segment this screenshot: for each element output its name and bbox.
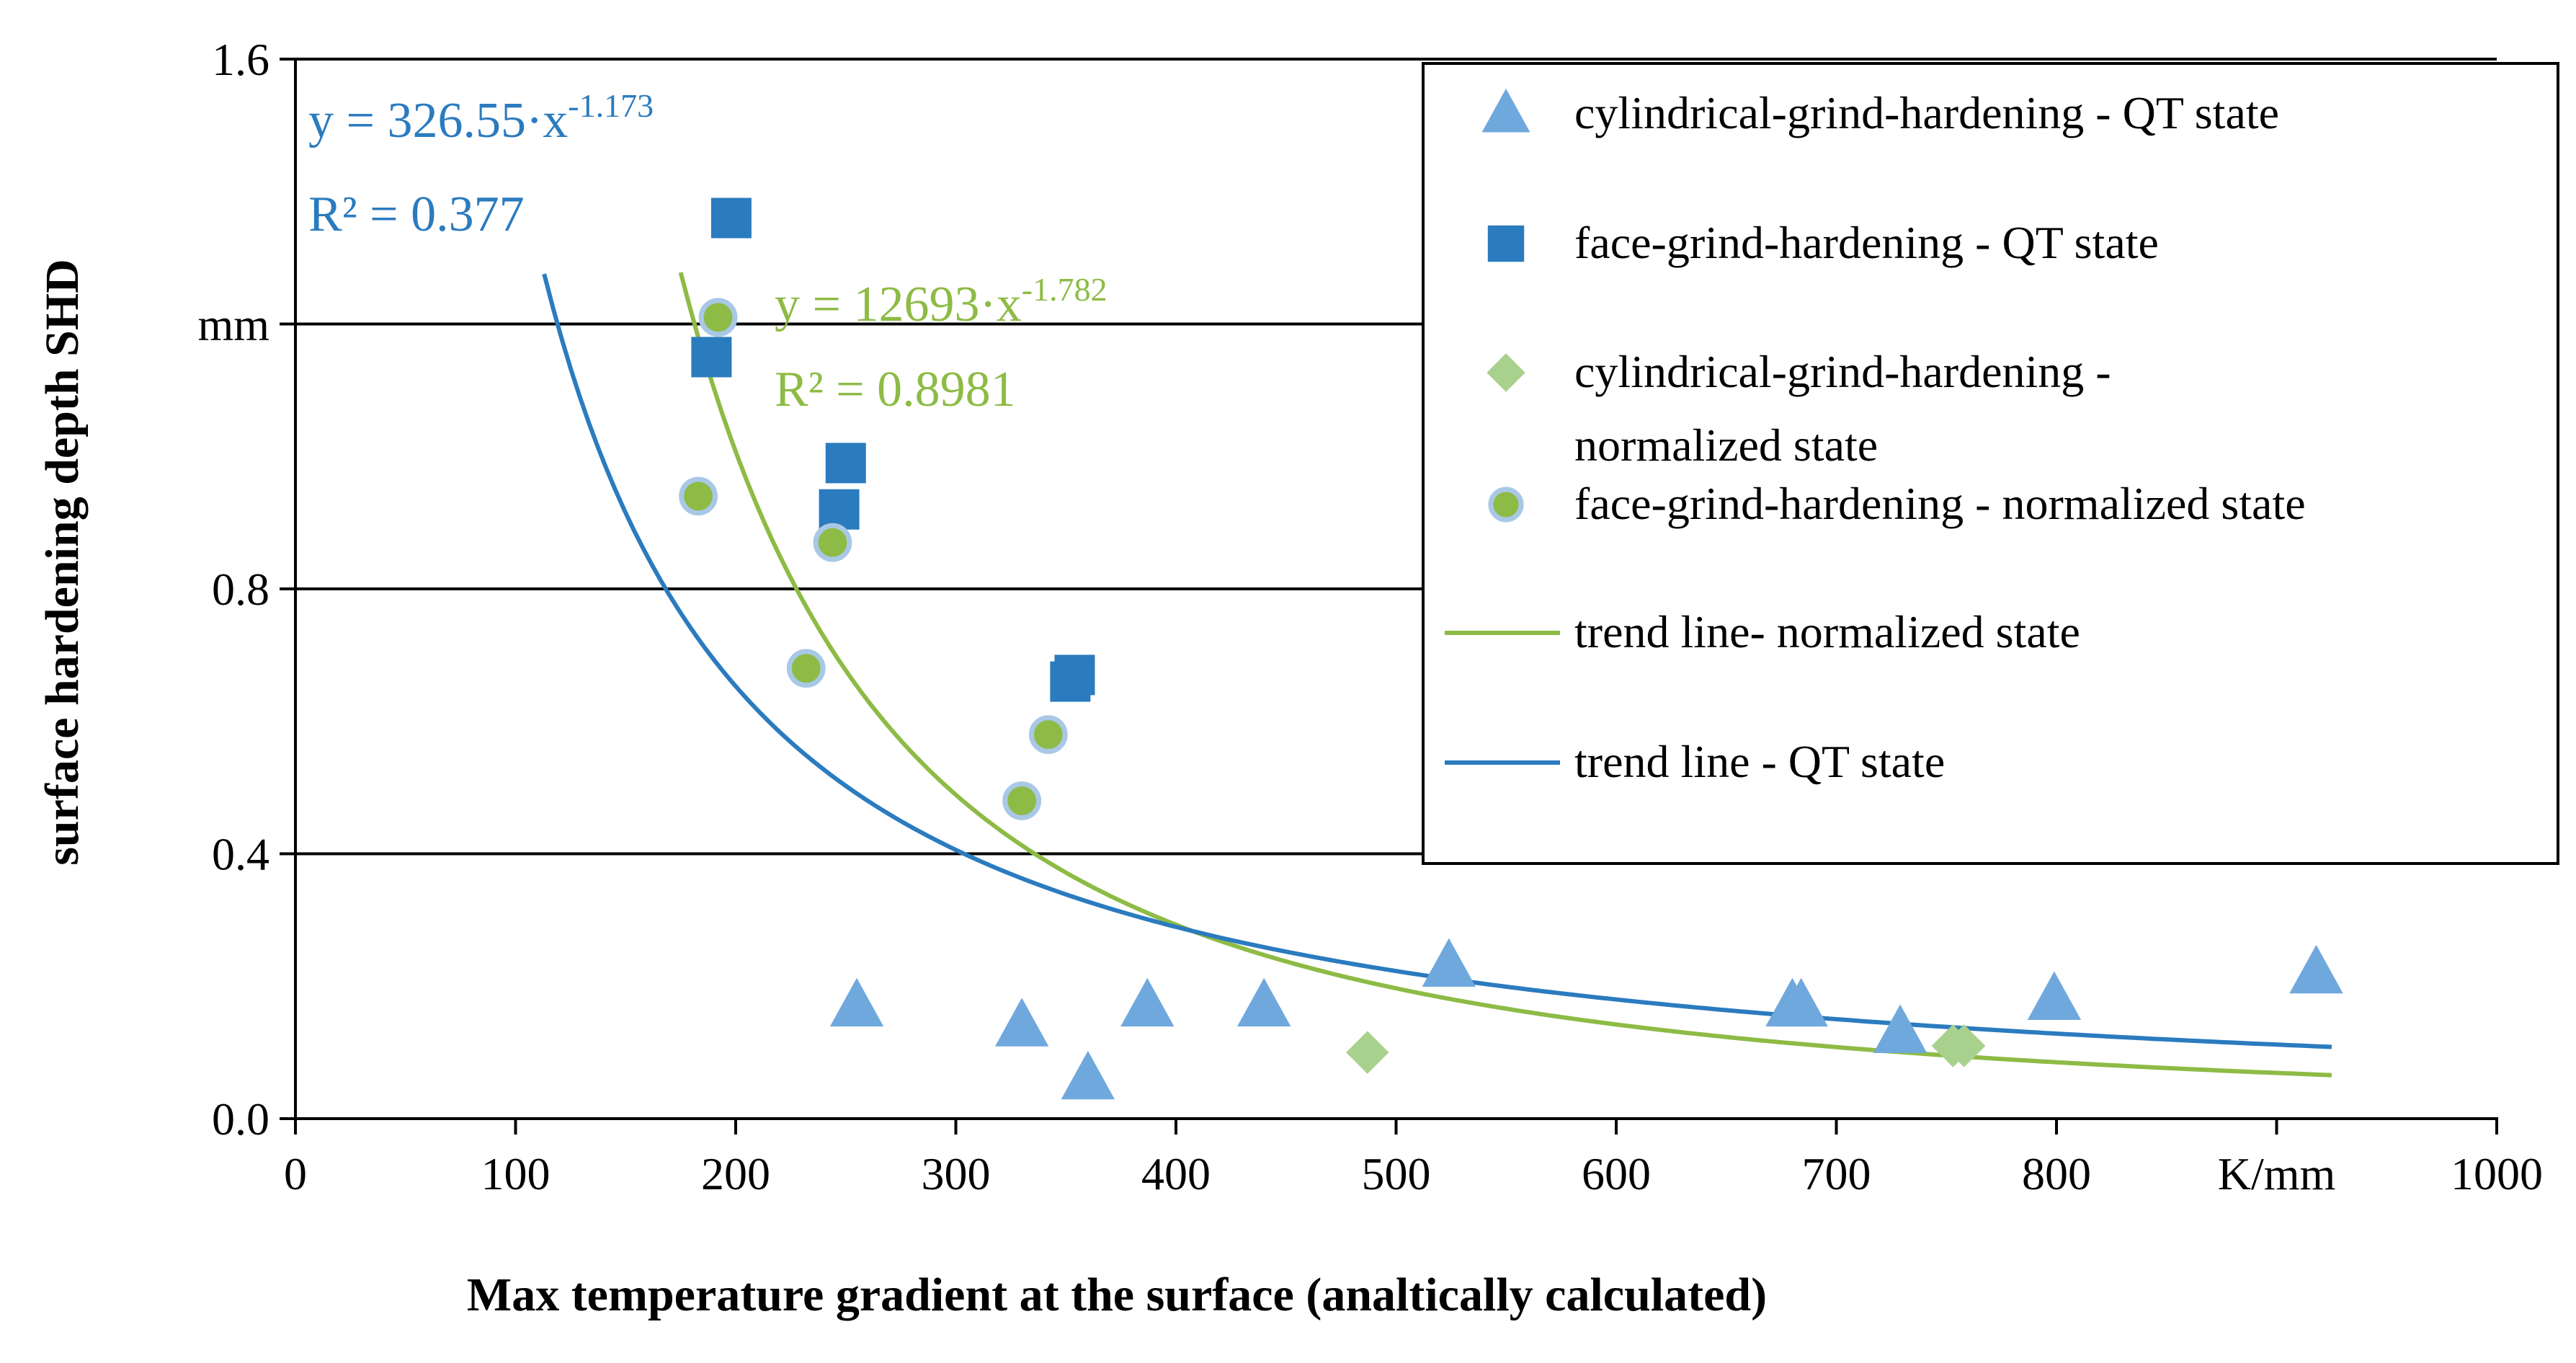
point-s2-2 — [1942, 1024, 1986, 1067]
legend-entry-cyl-normalized: cylindrical-grind-hardening - normalized … — [1574, 346, 2111, 471]
point-s0-9 — [2027, 971, 2082, 1020]
point-s0-10 — [2289, 944, 2343, 994]
x-tick-label-5: 500 — [1362, 1148, 1431, 1199]
point-s0-1 — [994, 998, 1049, 1047]
point-s3-4 — [1028, 715, 1068, 755]
point-s0-4 — [1237, 977, 1291, 1027]
x-tick-label-9: K/mm — [2218, 1148, 2336, 1199]
point-s2-0 — [1346, 1031, 1389, 1074]
point-s3-2 — [813, 523, 852, 562]
legend-entry-face-normalized: face-grind-hardening - normalized state — [1574, 478, 2306, 529]
point-s1-5 — [1054, 654, 1095, 696]
point-s0-5 — [1422, 938, 1476, 987]
legend-entry-face-qt: face-grind-hardening - QT state — [1574, 217, 2159, 268]
point-s0-8 — [1873, 1004, 1927, 1053]
y-tick-label-3: mm — [197, 299, 269, 350]
tick-labels: 0.0 0.4 0.8 mm 1.6 0 100 200 300 400 500 600 700 800 K… — [197, 34, 2543, 1199]
legend-entry-cyl-normalized-line-0: cylindrical-grind-hardening - — [1574, 346, 2111, 397]
y-tick-label-0: 0.0 — [212, 1093, 269, 1145]
r2-normalized: R² = 0.8981 — [775, 362, 1016, 417]
point-s1-3 — [819, 489, 860, 530]
legend-symbol-3 — [1488, 487, 1524, 523]
x-axis-title: Max temperature gradient at the surface … — [467, 1269, 1767, 1321]
legend-box — [1422, 62, 2559, 865]
point-s3-5 — [1002, 781, 1042, 820]
legend-entry-cyl-normalized-line-1: normalized state — [1574, 419, 1878, 471]
x-tick-label-0: 0 — [284, 1148, 307, 1199]
equation-normalized-text: y = 12693·x — [775, 277, 1022, 332]
x-tick-label-3: 300 — [922, 1148, 991, 1199]
point-s0-2 — [1061, 1050, 1115, 1100]
equation-qt-exponent: -1.173 — [568, 87, 654, 124]
svg-text:y = 326.55·x-1.173: y = 326.55·x-1.173 — [308, 87, 654, 148]
legend-symbol-0 — [1481, 88, 1530, 133]
legend: cylindrical-grind-hardening - QT state f… — [1422, 62, 2559, 865]
equation-normalized: y = 12693·x-1.782 R² = 0.8981 — [775, 271, 1107, 417]
y-tick-label-4: 1.6 — [212, 34, 269, 85]
legend-symbol-2 — [1487, 353, 1525, 392]
point-s1-0 — [710, 197, 752, 239]
point-s3-3 — [786, 649, 826, 688]
equation-qt-text: y = 326.55·x — [308, 93, 568, 148]
legend-entry-cyl-qt: cylindrical-grind-hardening - QT state — [1574, 87, 2279, 138]
x-tick-label-8: 800 — [2022, 1148, 2091, 1199]
point-s1-2 — [825, 443, 866, 484]
point-s0-0 — [829, 977, 884, 1027]
legend-symbols — [1445, 88, 1560, 765]
y-tick-label-2: 0.8 — [212, 564, 269, 615]
x-tick-label-1: 100 — [481, 1148, 551, 1199]
data-markers — [679, 197, 2343, 1100]
legend-symbol-1 — [1487, 225, 1525, 262]
point-s0-3 — [1120, 977, 1175, 1027]
x-tick-label-2: 200 — [701, 1148, 770, 1199]
equation-qt: y = 326.55·x-1.173 R² = 0.377 — [308, 87, 654, 242]
x-tick-label-7: 700 — [1802, 1148, 1871, 1199]
legend-entry-trend-qt: trend line - QT state — [1574, 736, 1945, 787]
x-tick-label-4: 400 — [1141, 1148, 1211, 1199]
y-tick-label-1: 0.4 — [212, 829, 269, 880]
x-tick-label-10: 1000 — [2451, 1148, 2543, 1199]
point-s1-1 — [691, 337, 732, 378]
y-axis-title: surface hardening depth SHD — [36, 259, 89, 866]
legend-entry-trend-normalized: trend line- normalized state — [1574, 606, 2080, 657]
axes — [280, 58, 2498, 1135]
x-tick-label-6: 600 — [1582, 1148, 1651, 1199]
r2-qt: R² = 0.377 — [308, 187, 525, 242]
point-s0-7 — [1774, 977, 1828, 1027]
svg-text:y = 12693·x-1.782: y = 12693·x-1.782 — [775, 271, 1107, 332]
point-s3-1 — [679, 476, 718, 516]
equation-normalized-exponent: -1.782 — [1022, 271, 1107, 308]
trend-line-0 — [678, 272, 2332, 1078]
point-s3-0 — [698, 298, 738, 337]
